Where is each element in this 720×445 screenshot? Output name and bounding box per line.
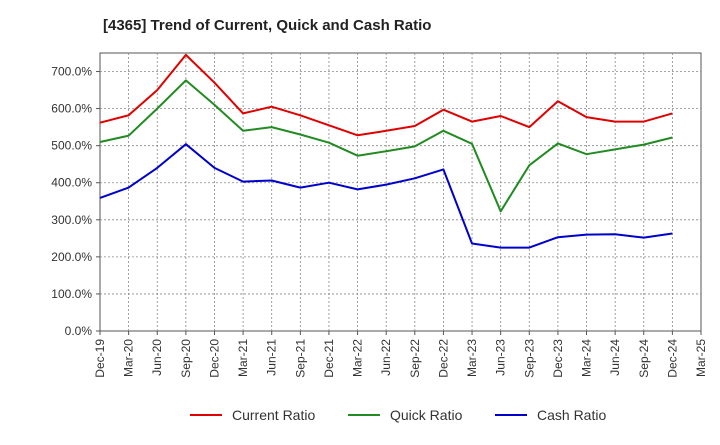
y-tick-label: 400.0% xyxy=(51,176,92,190)
x-tick-label: Jun-23 xyxy=(494,339,508,376)
x-tick-label: Mar-21 xyxy=(236,339,250,377)
x-tick-label: Sep-22 xyxy=(408,339,422,378)
x-tick-label: Mar-20 xyxy=(122,339,136,377)
y-tick-label: 300.0% xyxy=(51,213,92,227)
x-tick-label: Dec-21 xyxy=(322,339,336,378)
series-line-current-ratio xyxy=(99,53,673,137)
x-tick-label: Mar-23 xyxy=(465,339,479,377)
x-tick-label: Sep-24 xyxy=(637,339,651,378)
x-tick-label: Mar-22 xyxy=(351,339,365,377)
axes: 0.0% 100.0% 200.0% 300.0% 400.0% 500.0% 600.0%… xyxy=(51,65,708,378)
x-tick-label: Dec-23 xyxy=(551,339,565,378)
grid-lines xyxy=(100,53,701,331)
x-tick-label: Sep-23 xyxy=(522,339,536,378)
x-tick-label: Jun-20 xyxy=(150,339,164,376)
plot-area xyxy=(99,52,702,332)
series-lines xyxy=(99,53,673,249)
legend-label-current-ratio: Current Ratio xyxy=(232,407,315,423)
y-tick-label: 700.0% xyxy=(51,65,92,79)
x-tick-label: Jun-21 xyxy=(265,339,279,376)
x-tick-label: Jun-22 xyxy=(379,339,393,376)
y-tick-label: 100.0% xyxy=(51,287,92,301)
legend-label-cash-ratio: Cash Ratio xyxy=(537,407,606,423)
series-line-cash-ratio xyxy=(99,143,673,249)
x-tick-label: Dec-22 xyxy=(436,339,450,378)
x-tick-label: Sep-21 xyxy=(293,339,307,378)
series-line-quick-ratio xyxy=(99,79,673,213)
x-tick-label: Dec-20 xyxy=(207,339,221,378)
x-tick-label: Dec-24 xyxy=(665,339,679,378)
legend: Current Ratio Quick Ratio Cash Ratio xyxy=(190,407,606,423)
y-tick-label: 500.0% xyxy=(51,139,92,153)
x-tick-label: Mar-24 xyxy=(580,339,594,377)
y-tick-label: 200.0% xyxy=(51,250,92,264)
y-tick-label: 0.0% xyxy=(65,324,93,338)
x-tick-label: Sep-20 xyxy=(179,339,193,378)
y-tick-label: 600.0% xyxy=(51,102,92,116)
chart-title: [4365] Trend of Current, Quick and Cash … xyxy=(103,17,431,34)
legend-label-quick-ratio: Quick Ratio xyxy=(390,407,463,423)
x-tick-label: Mar-25 xyxy=(694,339,708,377)
x-tick-label: Jun-24 xyxy=(608,339,622,376)
x-tick-label: Dec-19 xyxy=(93,339,107,378)
